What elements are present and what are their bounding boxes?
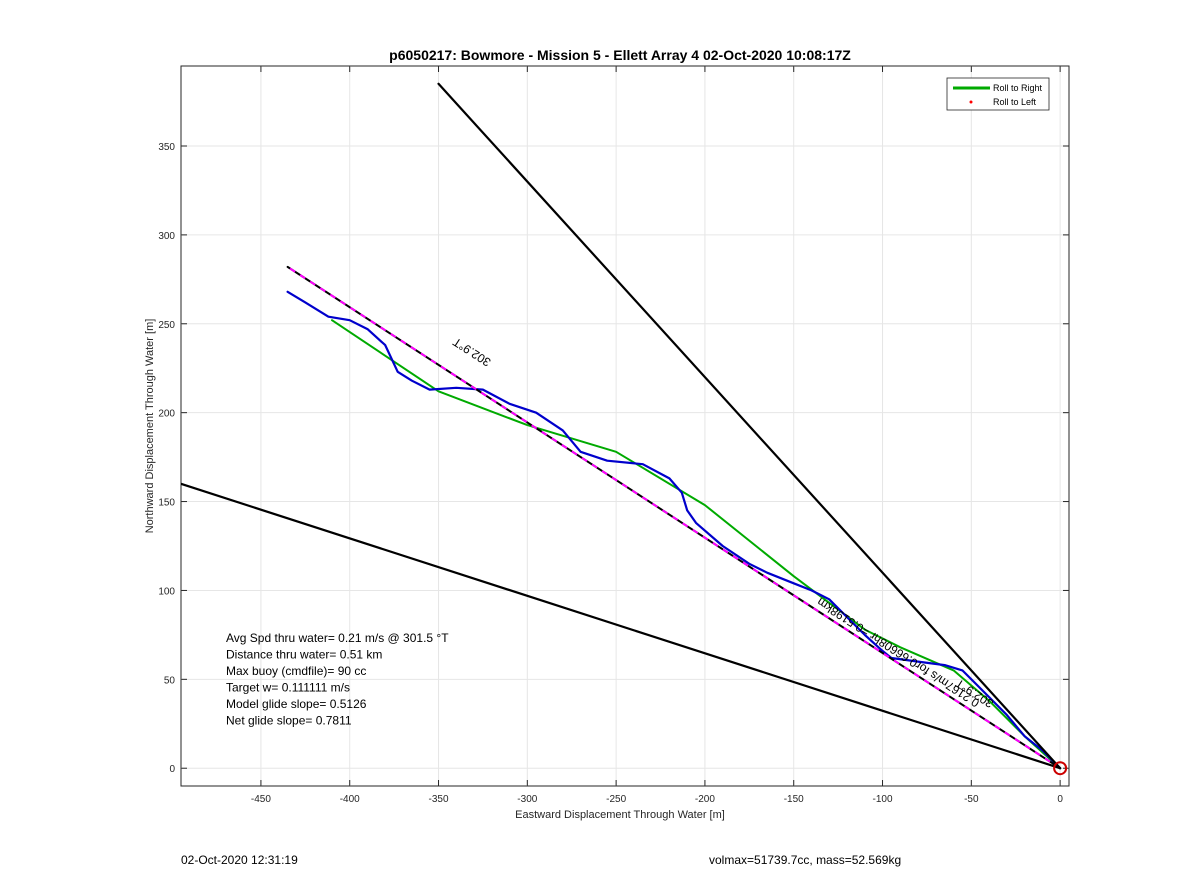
y-tick-label: 300 [158, 231, 175, 242]
info-text: Avg Spd thru water= 0.21 m/s @ 301.5 °T D… [226, 631, 449, 728]
x-tick-label: -150 [784, 794, 804, 805]
x-tick-label: -300 [517, 794, 537, 805]
y-tick-label: 100 [158, 586, 175, 597]
legend: Roll to Right Roll to Left [946, 77, 1050, 111]
x-tick-label: -100 [873, 794, 893, 805]
x-tick-label: -350 [429, 794, 449, 805]
x-tick-label: -200 [695, 794, 715, 805]
legend-swatch-roll-left [969, 100, 973, 104]
y-tick-label: 250 [158, 320, 175, 331]
info-line: Target w= 0.111111 m/s [226, 681, 350, 695]
plot-area [180, 65, 1070, 787]
info-line: Distance thru water= 0.51 km [226, 648, 382, 662]
series-heading-line-dashed [287, 266, 1061, 770]
legend-label-roll-right: Roll to Right [993, 83, 1043, 93]
x-tick-label: 0 [1057, 794, 1063, 805]
grid-lines [181, 66, 1069, 786]
y-tick-label: 0 [169, 764, 175, 775]
x-tick-label: -400 [340, 794, 360, 805]
series-bound-line-lower [181, 482, 1062, 770]
series-roll-to-right [331, 319, 1062, 770]
x-axis-label: Eastward Displacement Through Water [m] [515, 809, 725, 821]
info-line: Model glide slope= 0.5126 [226, 697, 367, 711]
series-layer [181, 82, 1068, 776]
legend-label-roll-left: Roll to Left [993, 97, 1037, 107]
x-tick-label: -450 [251, 794, 271, 805]
y-tick-label: 350 [158, 142, 175, 153]
footer-volmax-mass: volmax=51739.7cc, mass=52.569kg [709, 853, 902, 867]
x-tick-label: -250 [606, 794, 626, 805]
chart-title: p6050217: Bowmore - Mission 5 - Ellett A… [389, 47, 851, 63]
legend-box [946, 77, 1050, 111]
info-line: Net glide slope= 0.7811 [226, 714, 352, 728]
y-axis-label: Northward Displacement Through Water [m] [144, 319, 156, 534]
x-tick-label: -50 [964, 794, 979, 805]
series-bound-line-upper [437, 82, 1062, 770]
y-tick-label: 50 [164, 675, 176, 686]
footer-timestamp: 02-Oct-2020 12:31:19 [181, 853, 298, 867]
y-tick-label: 200 [158, 409, 175, 420]
info-line: Avg Spd thru water= 0.21 m/s @ 301.5 °T [226, 631, 449, 645]
info-line: Max buoy (cmdfile)= 90 cc [226, 664, 366, 678]
axis-ticks: -450 -400 -350 -300 -250 -200 -150 -100 -50 0 0 50 1… [158, 66, 1069, 805]
series-glider-track [286, 290, 1062, 770]
start-marker [1053, 761, 1068, 776]
y-tick-label: 150 [158, 498, 175, 509]
